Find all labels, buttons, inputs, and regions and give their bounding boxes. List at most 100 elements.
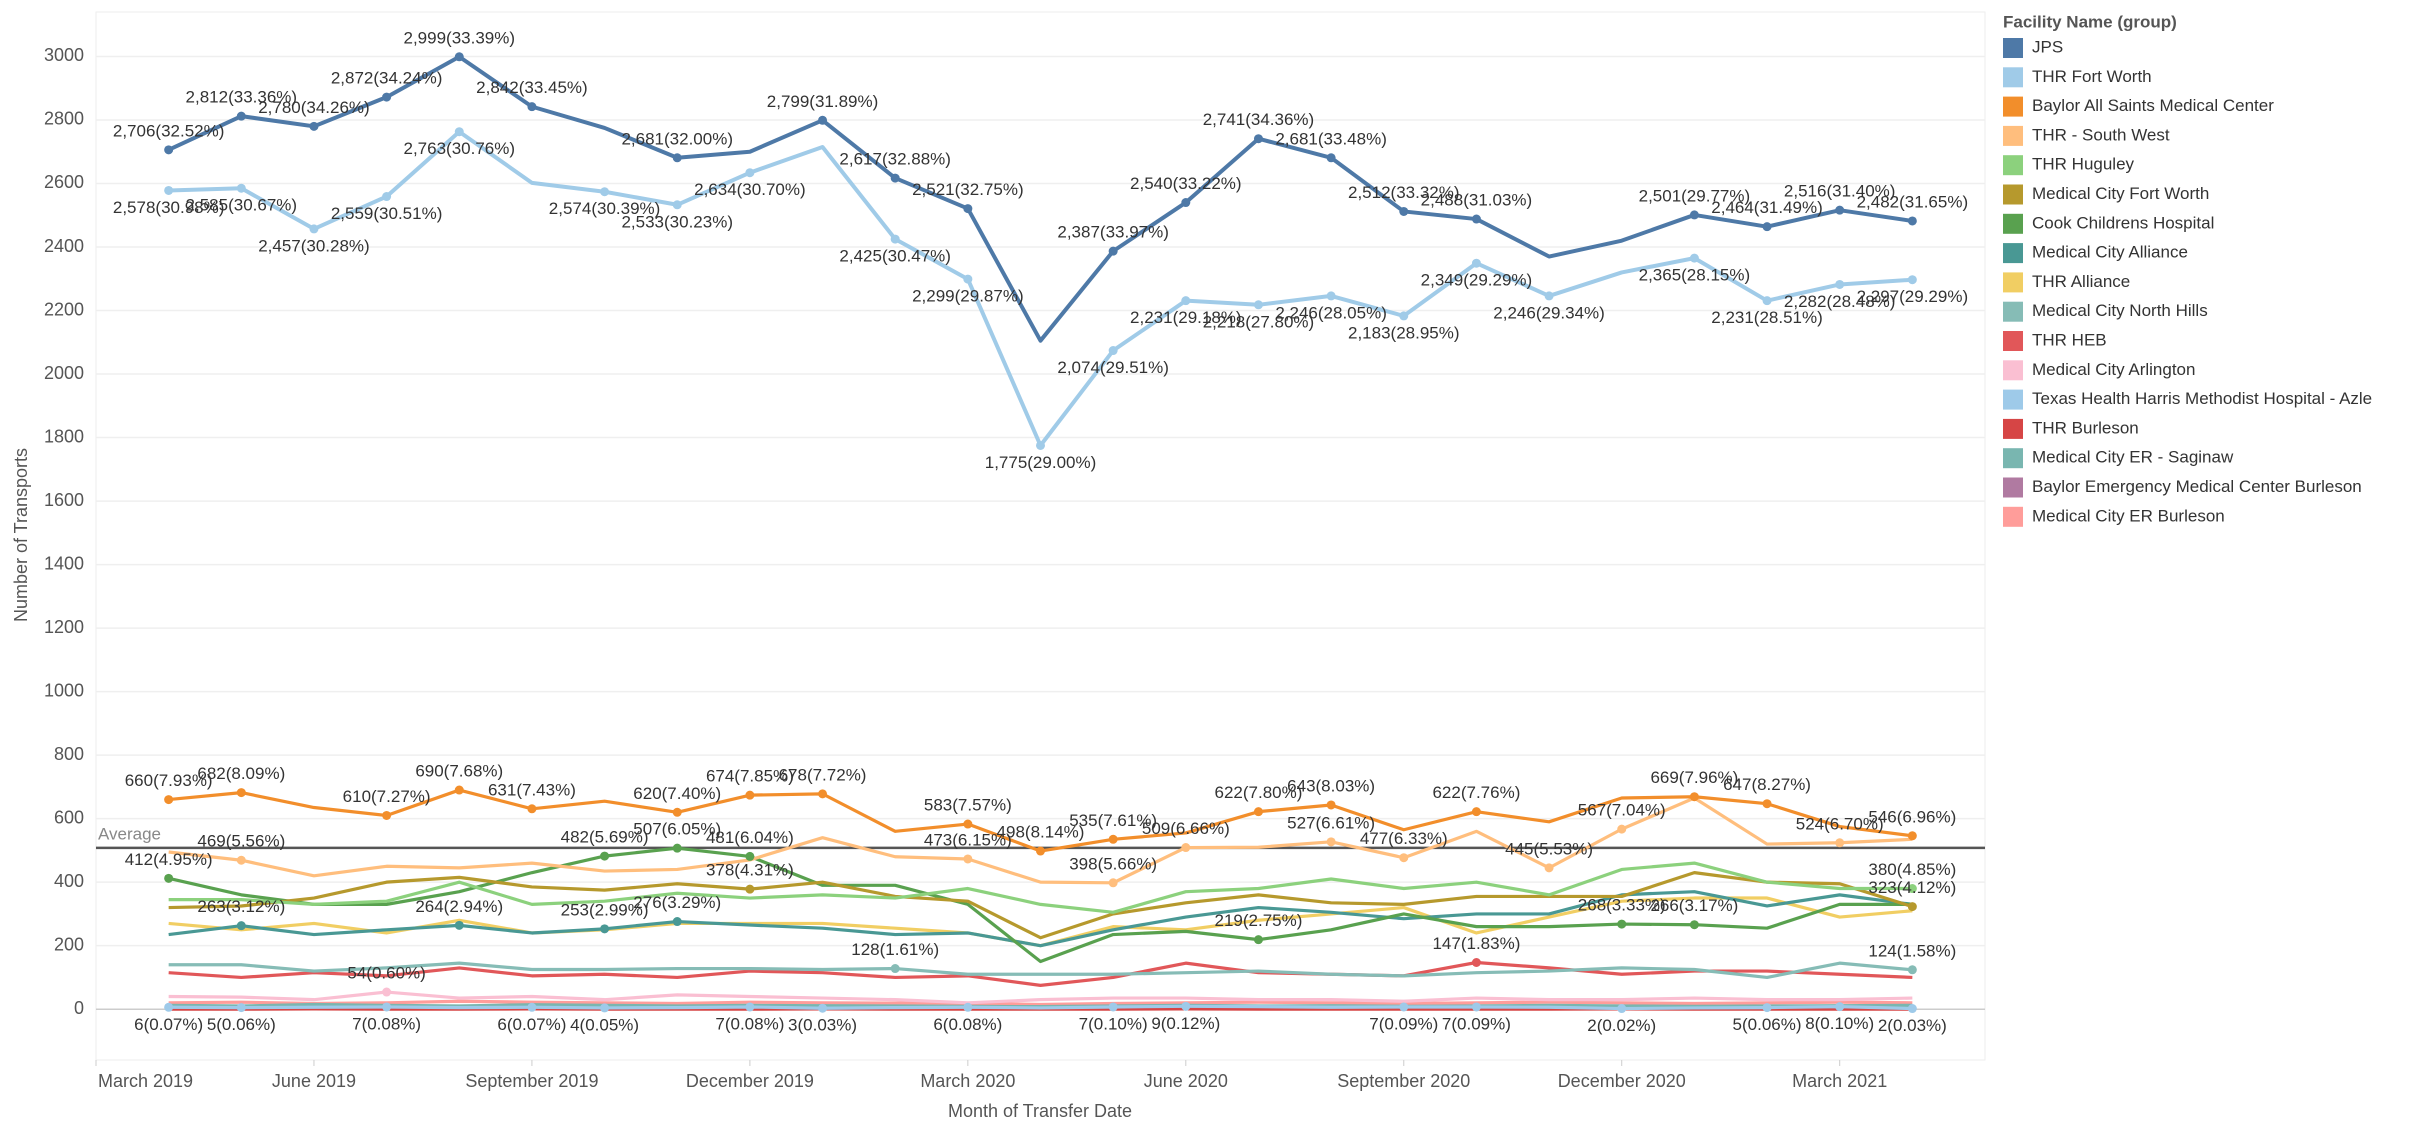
data-label: 6(0.08%) xyxy=(933,1015,1002,1034)
legend-label: Medical City Alliance xyxy=(2032,243,2188,262)
legend-swatch xyxy=(2003,477,2023,498)
x-tick-label: March 2020 xyxy=(920,1071,1015,1091)
y-tick-label: 1600 xyxy=(44,490,84,510)
point xyxy=(1326,837,1336,847)
point xyxy=(1181,296,1191,306)
legend-label: Cook Childrens Hospital xyxy=(2032,213,2214,232)
data-label: 124(1.58%) xyxy=(1868,941,1956,960)
data-label: 2,681(32.00%) xyxy=(621,129,733,148)
data-label: 469(5.56%) xyxy=(197,832,285,851)
y-tick-label: 2600 xyxy=(44,172,84,192)
point xyxy=(1617,824,1627,834)
data-label: 2,842(33.45%) xyxy=(476,78,588,97)
data-label: 2,231(28.51%) xyxy=(1711,308,1823,327)
point xyxy=(963,854,973,864)
point xyxy=(745,168,755,178)
y-tick-label: 1400 xyxy=(44,553,84,573)
point xyxy=(1907,965,1917,975)
point xyxy=(600,924,610,934)
data-label: 2,457(30.28%) xyxy=(258,236,370,255)
point xyxy=(309,224,319,234)
data-label: 481(6.04%) xyxy=(706,828,794,847)
x-tick-label: June 2019 xyxy=(272,1071,356,1091)
data-label: 9(0.12%) xyxy=(1151,1014,1220,1033)
data-label: 2,074(29.51%) xyxy=(1057,358,1169,377)
data-label: 398(5.66%) xyxy=(1069,854,1157,873)
data-label: 2,559(30.51%) xyxy=(331,204,443,223)
data-label: 583(7.57%) xyxy=(924,796,1012,815)
point xyxy=(963,1002,973,1012)
data-label: 380(4.85%) xyxy=(1868,860,1956,879)
point xyxy=(1544,863,1554,873)
legend-swatch xyxy=(2003,331,2023,351)
data-label: 498(8.14%) xyxy=(997,823,1085,842)
x-tick-label: September 2019 xyxy=(465,1071,598,1091)
point xyxy=(1762,799,1772,809)
data-label: 6(0.07%) xyxy=(134,1015,203,1034)
data-label: 2,183(28.95%) xyxy=(1348,323,1460,342)
point xyxy=(1399,853,1409,863)
point xyxy=(1617,919,1627,929)
data-label: 8(0.10%) xyxy=(1805,1014,1874,1033)
point xyxy=(236,1003,246,1013)
data-label: 2,799(31.89%) xyxy=(767,92,879,111)
point xyxy=(382,987,392,997)
data-label: 3(0.03%) xyxy=(788,1016,857,1035)
point xyxy=(1471,807,1481,817)
data-label: 2,578(30.98%) xyxy=(113,198,225,217)
point xyxy=(164,1002,174,1012)
point xyxy=(1907,831,1917,841)
point xyxy=(1181,198,1191,208)
point xyxy=(890,234,900,244)
data-label: 2,246(29.34%) xyxy=(1493,303,1605,322)
legend-swatch xyxy=(2003,418,2023,439)
point xyxy=(1036,846,1045,856)
point xyxy=(1471,258,1481,268)
legend-label: THR HEB xyxy=(2032,330,2107,349)
point xyxy=(1108,246,1118,256)
legend-label: THR Huguley xyxy=(2032,155,2135,174)
data-label: 610(7.27%) xyxy=(343,787,431,806)
data-label: 622(7.80%) xyxy=(1215,783,1303,802)
data-label: 6(0.07%) xyxy=(497,1015,566,1034)
y-tick-label: 800 xyxy=(54,744,84,764)
y-tick-label: 2000 xyxy=(44,363,84,383)
y-tick-label: 0 xyxy=(74,998,84,1018)
legend-swatch xyxy=(2003,389,2023,410)
point xyxy=(1617,1004,1627,1014)
legend-label: Texas Health Harris Methodist Hospital -… xyxy=(2032,389,2372,408)
data-label: 477(6.33%) xyxy=(1360,829,1448,848)
series-line xyxy=(168,961,1913,980)
point xyxy=(600,187,610,197)
point xyxy=(745,884,755,894)
point xyxy=(745,790,755,800)
data-label: 2,634(30.70%) xyxy=(694,180,806,199)
data-label: 509(6.66%) xyxy=(1142,819,1230,838)
x-tick-label: March 2019 xyxy=(98,1071,193,1091)
point xyxy=(1907,216,1917,226)
data-label: 266(3.17%) xyxy=(1650,896,1738,915)
data-label: 567(7.04%) xyxy=(1578,801,1666,820)
data-label: 2,282(28.48%) xyxy=(1784,292,1896,311)
point xyxy=(164,873,174,883)
legend-swatch xyxy=(2003,360,2023,381)
data-label: 682(8.09%) xyxy=(197,764,285,783)
point xyxy=(1689,792,1699,802)
data-label: 2,297(29.29%) xyxy=(1857,287,1969,306)
point xyxy=(1253,300,1263,310)
y-tick-label: 200 xyxy=(54,934,84,954)
data-label: 2,464(31.49%) xyxy=(1711,198,1823,217)
series-line xyxy=(168,861,1913,914)
data-label: 54(0.60%) xyxy=(347,964,425,983)
data-label: 2,706(32.52%) xyxy=(113,121,225,140)
point xyxy=(1326,153,1336,163)
point xyxy=(1399,206,1409,216)
legend-swatch xyxy=(2003,213,2023,234)
point xyxy=(1907,884,1917,894)
data-label: 378(4.31%) xyxy=(706,861,794,880)
y-tick-label: 2800 xyxy=(44,109,84,129)
x-tick-label: December 2020 xyxy=(1558,1071,1686,1091)
legend-swatch xyxy=(2003,301,2023,322)
legend-label: JPS xyxy=(2032,37,2063,56)
